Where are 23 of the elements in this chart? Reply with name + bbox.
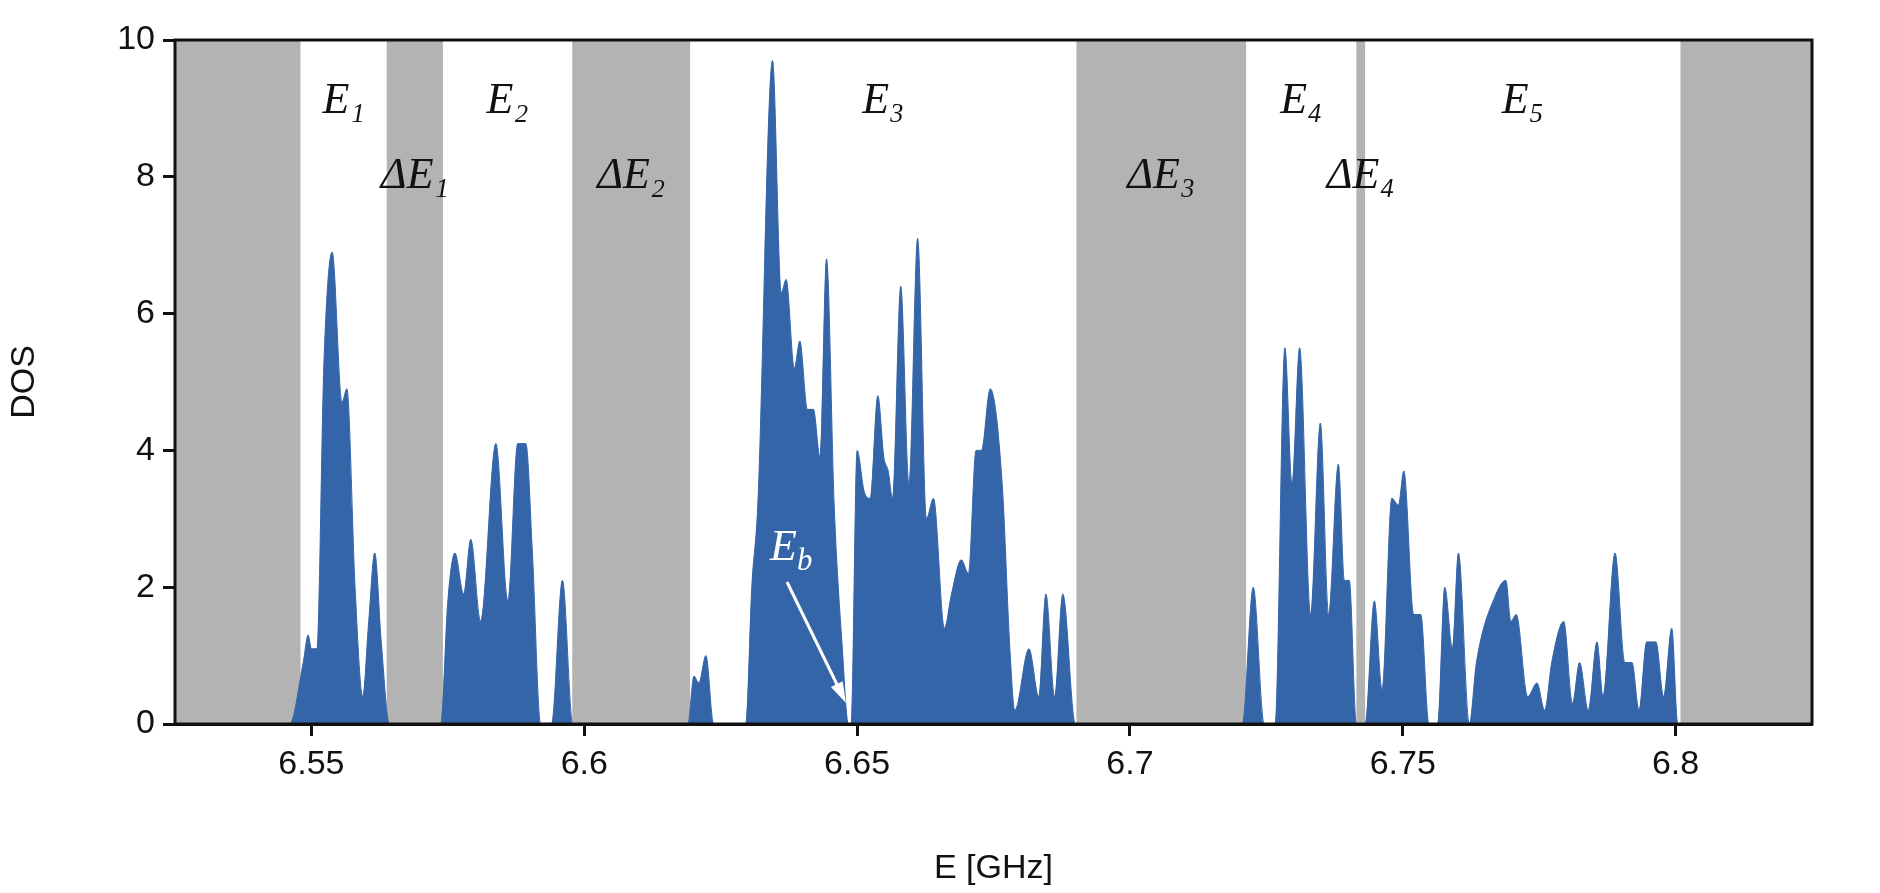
annotation: E₅ [1500,74,1544,124]
annotation: E₄ [1279,74,1323,124]
y-tick-label: 2 [136,565,155,604]
y-tick-label: 0 [136,702,155,741]
annotation: E₃ [861,74,905,124]
annotation: E₂ [485,74,529,124]
y-axis-title: DOS [2,345,41,419]
band-label: ΔE₃ [1125,149,1196,199]
x-tick-label: 6.7 [1106,742,1154,781]
band-label: ΔE₄ [1324,149,1395,199]
x-axis-title: E [GHz] [933,846,1054,885]
y-tick-label: 10 [117,18,155,57]
annotation: E₁ [321,74,365,124]
y-tick-label: 4 [136,428,155,467]
y-tick-label: 6 [136,291,155,330]
band-label: ΔE₂ [595,149,666,199]
x-tick-label: 6.8 [1651,742,1700,781]
x-tick-label: 6.55 [278,742,345,781]
x-tick-label: 6.6 [560,742,608,781]
y-tick-label: 8 [136,155,155,194]
x-tick-label: 6.75 [1369,742,1436,781]
band-label: ΔE₁ [378,149,449,199]
x-tick-label: 6.65 [823,742,891,781]
